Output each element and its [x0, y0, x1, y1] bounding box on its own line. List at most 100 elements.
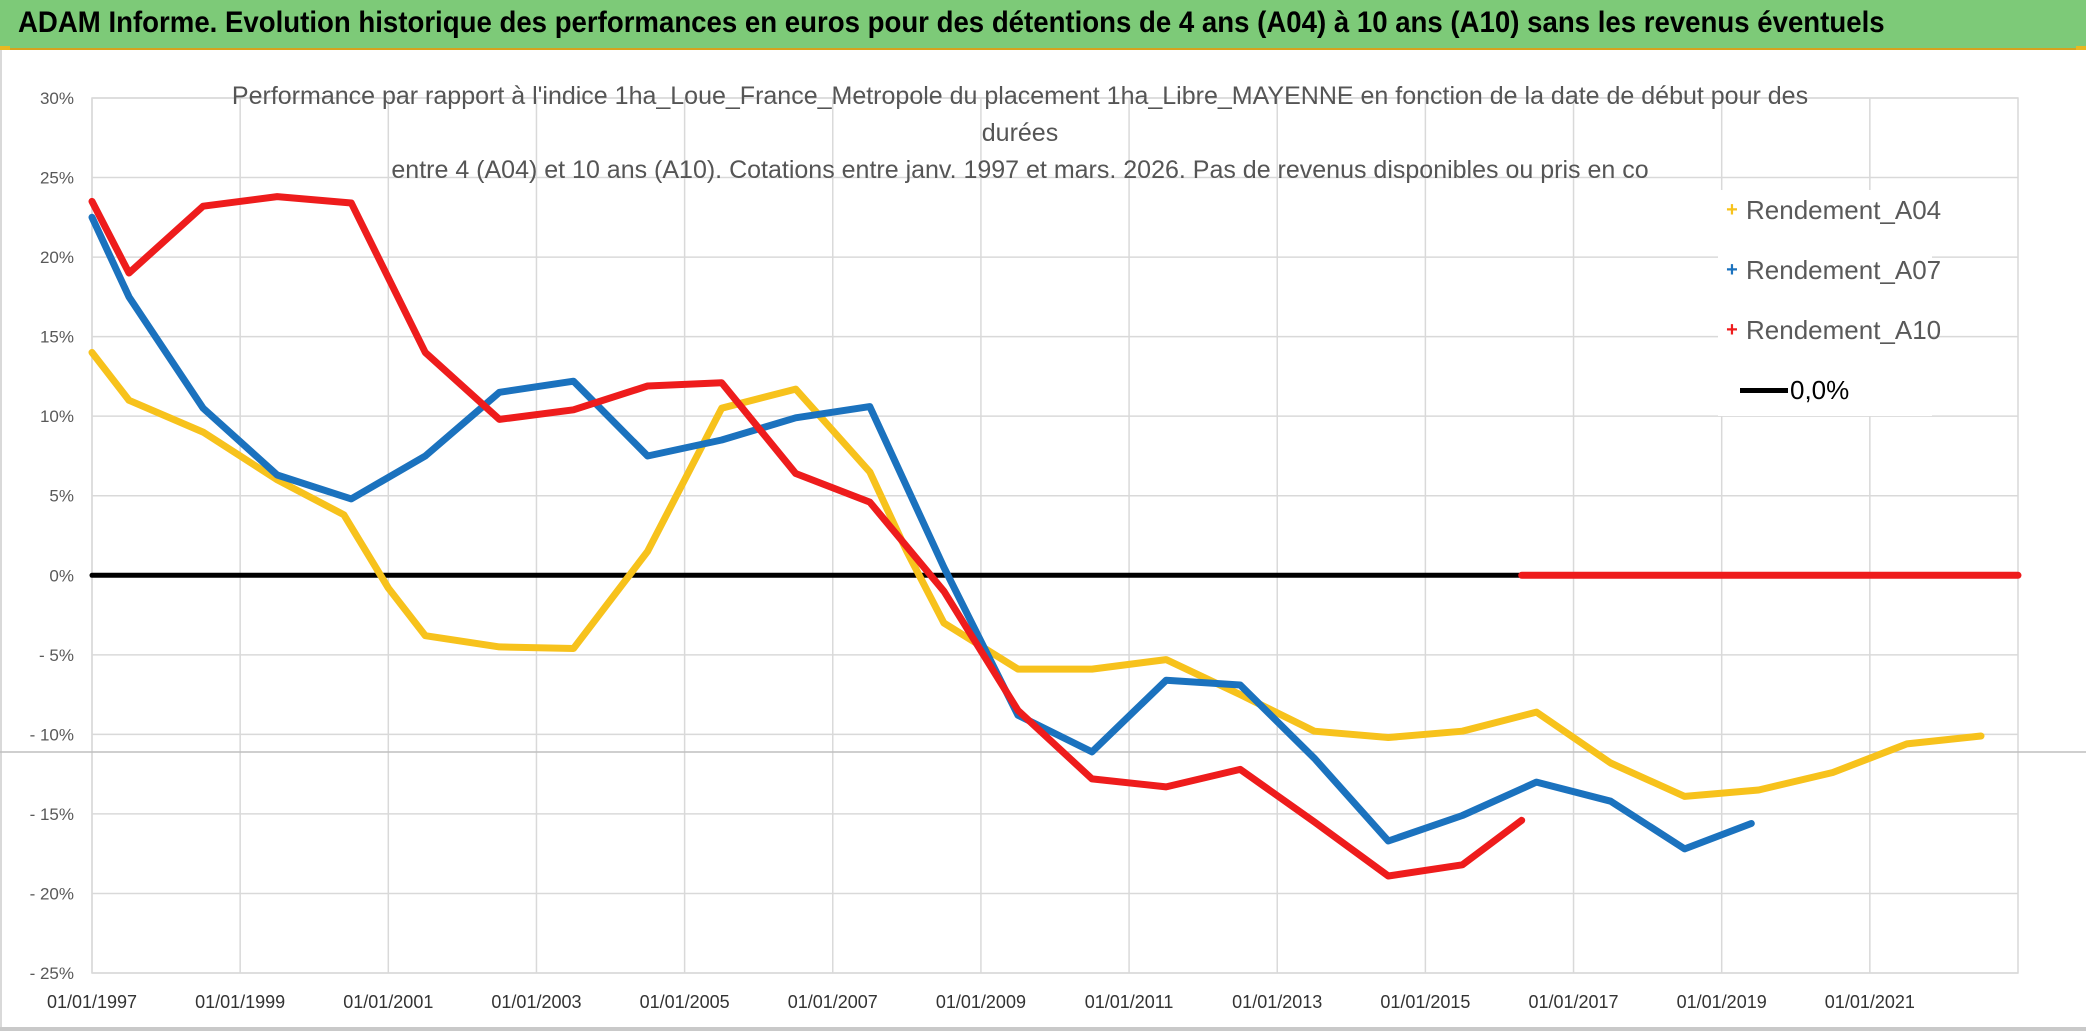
data-point-rendement-a10 [941, 588, 947, 594]
y-tick-label: 10% [40, 407, 74, 426]
chart-legend: + Rendement_A04 + Rendement_A07 + Rendem… [1718, 190, 1941, 416]
data-point-rendement-a04 [1904, 741, 1910, 747]
data-point-rendement-a04 [793, 386, 799, 392]
data-point-rendement-a04 [1459, 728, 1465, 734]
y-tick-label: - 25% [30, 964, 74, 983]
data-point-rendement-a04 [1089, 666, 1095, 672]
legend-item-zero: 0,0% [1740, 370, 1849, 410]
data-point-rendement-a07 [422, 453, 428, 459]
data-point-rendement-a07 [571, 378, 576, 384]
data-point-rendement-a10 [200, 203, 206, 209]
x-tick-label: 01/01/2015 [1380, 992, 1470, 1012]
data-point-rendement-a10 [422, 350, 428, 356]
data-point-rendement-a07 [941, 564, 947, 570]
y-axis-ticks: 30% 25% 20% 15% 10% 5% 0% - 5% - 10% - 15% - 20% - … [30, 89, 74, 983]
data-point-rendement-a07 [1459, 813, 1465, 818]
data-point-rendement-a07 [1682, 846, 1688, 852]
x-tick-label: 01/01/2001 [343, 992, 433, 1012]
chart-title-line-3: entre 4 (A04) et 10 ans (A10). Cotations… [391, 156, 1649, 184]
data-point-rendement-a04 [341, 512, 347, 518]
data-point-rendement-a07 [1163, 677, 1169, 683]
y-tick-label: 0% [49, 566, 74, 585]
data-point-rendement-a04 [1978, 733, 1984, 739]
data-point-rendement-a10 [126, 270, 132, 276]
data-point-rendement-a04 [719, 405, 725, 411]
x-tick-label: 01/01/2005 [640, 992, 730, 1012]
x-tick-label: 01/01/2003 [491, 992, 581, 1012]
legend-item-a10: + Rendement_A10 [1718, 310, 1941, 350]
x-tick-label: 01/01/1997 [47, 992, 137, 1012]
y-tick-label: 25% [40, 169, 74, 188]
x-tick-label: 01/01/2017 [1528, 992, 1618, 1012]
x-tick-label: 01/01/2013 [1232, 992, 1322, 1012]
data-point-rendement-a04 [126, 397, 132, 403]
data-point-rendement-a10 [274, 194, 280, 200]
data-point-rendement-a04 [1608, 760, 1614, 766]
data-point-rendement-a07 [274, 472, 280, 478]
data-point-rendement-a07 [1748, 820, 1754, 826]
data-point-rendement-a07 [1237, 682, 1243, 688]
data-point-rendement-a10 [89, 198, 95, 204]
data-point-rendement-a07 [348, 496, 354, 502]
data-point-rendement-a07 [793, 415, 799, 421]
data-point-rendement-a10 [793, 470, 799, 476]
y-tick-label: 5% [49, 487, 74, 506]
legend-label-a04: Rendement_A04 [1746, 194, 1942, 225]
report-title: ADAM Informe. Evolution historique des p… [18, 6, 1885, 39]
data-point-rendement-a10 [719, 380, 725, 386]
data-point-rendement-a10 [1459, 862, 1465, 868]
data-point-rendement-a04 [1385, 735, 1391, 741]
legend-label-a07: Rendement_A07 [1746, 254, 1942, 285]
x-axis-ticks: 01/01/1997 01/01/1999 01/01/2001 01/01/2003… [47, 992, 1915, 1012]
data-point-rendement-a10 [348, 200, 354, 206]
frame-left-border [0, 50, 2, 1031]
data-point-rendement-a04 [200, 429, 206, 435]
data-point-rendement-a04 [941, 620, 947, 626]
data-point-rendement-a04 [1163, 657, 1169, 663]
y-tick-label: - 10% [30, 725, 74, 744]
frame-bottom-border [0, 1027, 2086, 1031]
data-point-rendement-a10 [1311, 819, 1317, 825]
data-point-rendement-a07 [1385, 838, 1391, 844]
data-point-rendement-a10 [1519, 572, 1525, 578]
x-tick-label: 01/01/2009 [936, 992, 1026, 1012]
chart-title: Performance par rapport à l'indice 1ha_L… [200, 78, 1840, 189]
x-tick-label: 01/01/1999 [195, 992, 285, 1012]
data-point-rendement-a04 [1015, 666, 1021, 672]
data-point-rendement-a10 [1163, 784, 1169, 790]
data-point-rendement-a07 [496, 389, 502, 395]
y-tick-label: 30% [40, 89, 74, 108]
legend-label-zero: 0,0% [1790, 374, 1850, 405]
series-rendement-a04 [88, 349, 1985, 800]
series-rendement-a07 [88, 213, 1755, 853]
data-point-rendement-a04 [867, 469, 873, 475]
data-point-rendement-a04 [571, 645, 576, 651]
data-point-rendement-a07 [200, 405, 206, 411]
data-point-rendement-a04 [1311, 728, 1317, 734]
data-point-rendement-a10 [645, 383, 651, 389]
data-point-rendement-a10 [1237, 766, 1243, 772]
data-point-rendement-a07 [1311, 755, 1317, 761]
series-rendement-a10 [88, 193, 1526, 880]
data-point-rendement-a07 [867, 404, 873, 410]
legend-marker-a10: + [1726, 318, 1738, 341]
legend-marker-a07: + [1726, 258, 1738, 281]
corner-mark-left [0, 46, 10, 50]
series-line-rendement-a10 [88, 193, 1526, 880]
legend-item-a07: + Rendement_A07 [1718, 250, 1941, 290]
data-point-rendement-a10 [1519, 817, 1525, 823]
data-point-rendement-a04 [1237, 692, 1243, 698]
y-tick-label: - 20% [30, 884, 74, 903]
legend-marker-a04: + [1726, 198, 1738, 221]
data-point-rendement-a10 [1015, 708, 1021, 713]
data-point-rendement-a04 [89, 350, 95, 356]
data-point-rendement-a10 [571, 407, 576, 413]
data-point-rendement-a04 [385, 585, 391, 591]
y-tick-label: - 15% [30, 805, 74, 824]
legend-item-a04: + Rendement_A04 [1718, 190, 1941, 230]
chart-title-line-2: durées [981, 119, 1059, 147]
data-point-rendement-a07 [1534, 779, 1539, 785]
data-point-rendement-a10 [2015, 572, 2021, 578]
data-point-rendement-a07 [719, 437, 725, 443]
data-point-rendement-a04 [422, 633, 428, 639]
